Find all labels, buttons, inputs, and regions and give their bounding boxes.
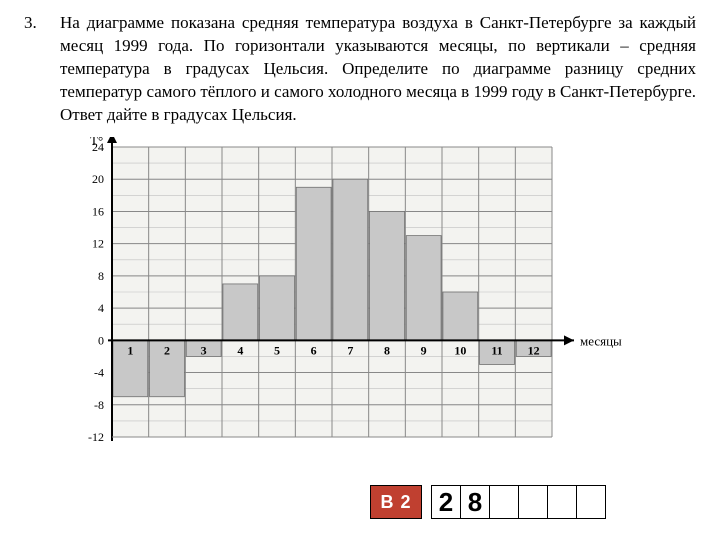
chart-svg: -12-8-404812162024123456789101112T°месяц… — [62, 137, 622, 457]
temperature-chart: -12-8-404812162024123456789101112T°месяц… — [62, 137, 696, 457]
svg-text:-4: -4 — [94, 365, 104, 379]
task-number: 3. — [24, 12, 42, 33]
svg-text:11: 11 — [491, 343, 502, 357]
svg-text:9: 9 — [421, 343, 427, 357]
answer-cell-5 — [576, 485, 606, 519]
svg-text:7: 7 — [347, 343, 353, 357]
answer-cell-2 — [489, 485, 519, 519]
svg-text:20: 20 — [92, 172, 104, 186]
answer-row: В 2 28 — [370, 485, 606, 519]
svg-text:3: 3 — [201, 343, 207, 357]
svg-text:16: 16 — [92, 204, 104, 218]
svg-text:8: 8 — [384, 343, 390, 357]
svg-text:0: 0 — [98, 333, 104, 347]
answer-cell-0: 2 — [431, 485, 461, 519]
svg-text:T°: T° — [90, 137, 103, 148]
svg-text:10: 10 — [454, 343, 466, 357]
answer-cell-4 — [547, 485, 577, 519]
svg-text:4: 4 — [237, 343, 243, 357]
answer-cell-3 — [518, 485, 548, 519]
svg-text:6: 6 — [311, 343, 317, 357]
answer-cell-1: 8 — [460, 485, 490, 519]
svg-text:5: 5 — [274, 343, 280, 357]
svg-text:-12: -12 — [88, 430, 104, 444]
svg-text:8: 8 — [98, 269, 104, 283]
svg-text:1: 1 — [127, 343, 133, 357]
svg-text:-8: -8 — [94, 397, 104, 411]
task-text: На диаграмме показана средняя температур… — [60, 12, 696, 127]
answer-cells: 28 — [432, 485, 606, 519]
problem-block: 3. На диаграмме показана средняя темпера… — [24, 12, 696, 127]
svg-text:12: 12 — [92, 236, 104, 250]
answer-label: В 2 — [370, 485, 422, 519]
svg-text:12: 12 — [528, 343, 540, 357]
svg-text:месяцы: месяцы — [580, 333, 622, 348]
svg-text:2: 2 — [164, 343, 170, 357]
svg-text:4: 4 — [98, 301, 104, 315]
